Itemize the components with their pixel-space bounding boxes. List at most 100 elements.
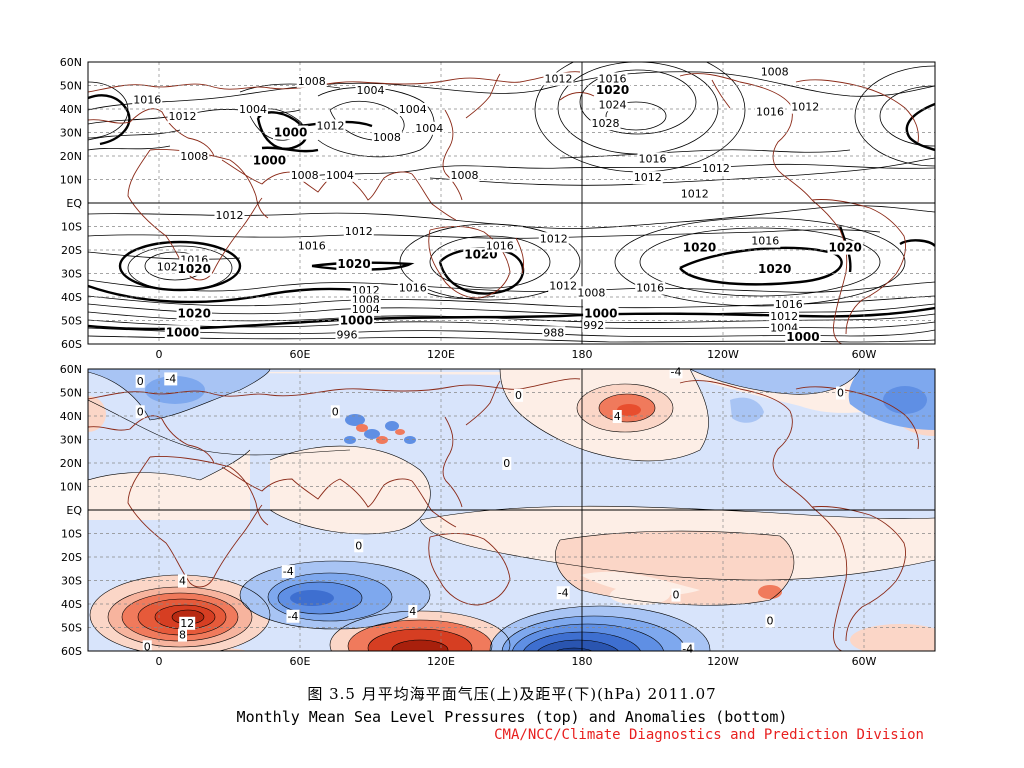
top-contour-label: 1012 [770,310,798,323]
bottom-contour-label: 8 [179,629,186,642]
top-contour-label-bg [164,325,201,340]
top-contour-label-bg [214,208,245,222]
top-lon-tick-label: 60E [290,348,311,361]
bottom-contour-label: -4 [283,565,294,578]
top-contour-label: 1000 [786,330,819,344]
bottom-contour-label: -4 [558,586,569,599]
top-lon-tick-label: 0 [156,348,163,361]
top-contour-label: 1008 [761,65,789,78]
top-contour-label-bg [548,279,579,293]
top-contour-label-bg [750,234,781,248]
top-contour-label-bg [289,168,320,182]
top-contour-label-bg [343,225,374,239]
bottom-contour-label: -4 [671,365,682,378]
top-contour-label-bg [272,125,309,140]
top-contour-label-bg [756,261,793,276]
top-contour-label-bg [371,131,402,145]
bottom-contour-label-bg [179,616,196,630]
top-contour-label-bg [542,326,566,340]
top-contour-label-bg [296,239,327,253]
top-contour-label-bg [251,153,288,168]
top-contour-label: 1012 [791,101,819,114]
top-contour-label-bg [484,239,515,253]
top-contour-label-bg [637,152,668,166]
top-contour-label: 1012 [549,279,577,292]
top-contour-label-bg [414,121,445,135]
top-contour-label-bg [583,306,619,321]
top-contour-label-bg [296,74,327,88]
top-contour-label-bg [681,240,718,255]
top-lon-tick-label: 60W [852,348,877,361]
top-contour-label: 1008 [180,150,208,163]
top-contour-label-bg [355,84,386,98]
bottom-lat-tick-label: 20N [60,457,82,470]
top-contour-label-bg [582,319,606,333]
top-lat-tick-label: 20N [60,150,82,163]
bottom-lat-tick-label: 60N [60,363,82,376]
top-contour-label-bg [449,168,480,182]
bottom-contour-label-bg [556,586,570,600]
top-contour-label: 1016 [639,152,667,165]
top-contour-label-bg [324,168,355,182]
bottom-frame [87,368,936,652]
top-contour-label: 1012 [681,188,709,201]
top-contour-label: 1000 [166,325,199,339]
top-contour-label-bg [543,72,574,86]
bottom-contour-label-bg [836,386,845,400]
top-contour-label: 1000 [253,154,286,168]
top-contour-label: 1004 [399,103,427,116]
top-contour-label: 1008 [373,131,401,144]
top-contour-label: 1028 [592,117,620,130]
top-contour-label: 1020 [178,306,211,320]
top-contour-label: 1008 [577,286,605,299]
top-contour-label-bg [590,117,621,131]
top-contour-label-bg [597,72,628,86]
top-lat-tick-label: 10N [60,174,82,187]
bottom-contour-label-bg [514,388,524,402]
top-contour-label: 1016 [636,282,664,295]
top-contour-label: 1004 [415,122,443,135]
bottom-lat-tick-label: EQ [66,504,82,517]
bottom-lat-tick-label: 40N [60,410,82,423]
bottom-contour-label: -4 [287,610,298,623]
bottom-contour-label-bg [142,640,152,654]
top-lat-tick-label: 50S [61,315,82,328]
top-contour-label: 1012 [216,209,244,222]
bottom-lon-tick-label: 120W [707,655,739,668]
top-contour-label-bg [594,83,631,98]
top-lon-tick-label: 120E [427,348,455,361]
bottom-lat-tick-label: 10N [60,481,82,494]
bottom-contour-label: 12 [180,617,194,630]
top-lat-tick-label: 40N [60,103,82,116]
top-contour-label: 1004 [357,84,385,97]
bottom-contour-label-bg [164,372,178,386]
top-contour-label: 1012 [540,232,568,245]
top-contour-label-bg [632,171,663,185]
top-contour-label-bg [350,302,381,316]
top-contour-label: 1000 [274,126,307,140]
top-contour-label-bg [397,103,428,116]
top-contour-label: 1020 [828,241,861,255]
top-lat-tick-label: 10S [61,221,82,234]
top-contour-label: 1024 [599,98,627,111]
top-contour-label: 1016 [486,239,514,252]
top-contour-label-bg [397,281,428,295]
bottom-contour-label: 0 [137,375,144,388]
bottom-lat-tick-label: 50S [61,622,82,635]
bottom-lat-tick-label: 50N [60,387,82,400]
top-contour-label-bg [597,98,628,112]
top-contour-label: 1020 [178,262,211,276]
top-contour-label: 1000 [340,314,373,328]
bottom-contour-labels: -4 0 0 0 4 0 0 0 -4 4 -4 0 4 -4 128 0 -4 0 0 -4 [135,365,845,656]
top-lon-tick-label: 180 [572,348,593,361]
top-contour-label-bg [755,105,785,119]
top-contour-label-bg [700,161,731,175]
caption-english: Monthly Mean Sea Level Pressures (top) a… [236,708,788,726]
top-contour-label-bg [679,187,710,201]
top-lat-tick-label: EQ [66,197,82,210]
bottom-contour-label: 0 [837,387,844,400]
top-contour-label: 1016 [775,298,803,311]
credit-line: CMA/NCC/Climate Diagnostics and Predicti… [494,727,924,743]
bottom-contour-label: 0 [144,640,151,653]
top-contour-label: 1008 [291,169,319,182]
